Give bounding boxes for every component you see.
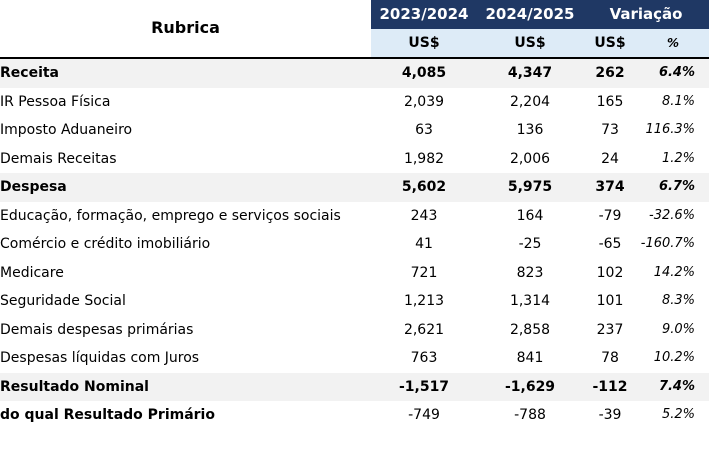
value-2024-2025: -788 — [514, 407, 546, 423]
table-row: Demais Receitas 1,982 2,006 24 1.2% — [0, 145, 709, 174]
table-row: IR Pessoa Física 2,039 2,204 165 8.1% — [0, 88, 709, 117]
value-2023-2024: 1,213 — [403, 293, 445, 309]
value-2023-2024: -749 — [408, 407, 440, 423]
unit-usd-2: US$ — [477, 28, 583, 58]
value-2024-2025: 5,975 — [477, 173, 583, 202]
row-label: Imposto Aduaneiro — [0, 122, 133, 138]
table-row: Comércio e crédito imobiliário 41 -25 -6… — [0, 230, 709, 259]
variation-usd: 101 — [596, 293, 624, 309]
row-label: Educação, formação, emprego e serviços s… — [0, 207, 341, 224]
variation-usd: -112 — [583, 372, 637, 401]
value-2024-2025: 136 — [516, 122, 544, 138]
fiscal-summary-table: Rubrica 2023/2024 2024/2025 Variação US$… — [0, 0, 709, 430]
row-label: Demais Receitas — [0, 150, 117, 167]
variation-percent: 1.2% — [661, 150, 696, 166]
variation-usd: -65 — [598, 236, 622, 252]
value-2024-2025: 1,314 — [509, 293, 551, 309]
value-2023-2024: 763 — [410, 350, 438, 366]
row-label: Resultado Nominal — [0, 372, 371, 401]
row-label: do qual Resultado Primário — [0, 407, 215, 423]
variation-percent: 6.7% — [637, 173, 709, 202]
variation-usd: 102 — [596, 264, 624, 281]
value-2024-2025: -25 — [518, 236, 542, 252]
variation-usd: 237 — [596, 321, 624, 338]
year-2023-2024-header: 2023/2024 — [371, 0, 477, 29]
variation-usd: 165 — [596, 93, 624, 110]
unit-row: US$ US$ US$ % — [0, 28, 709, 58]
table-row: Educação, formação, emprego e serviços s… — [0, 202, 709, 231]
variation-usd: 262 — [583, 58, 637, 88]
value-2023-2024: -1,517 — [371, 372, 477, 401]
value-2024-2025: -1,629 — [477, 372, 583, 401]
table-row: Demais despesas primárias 2,621 2,858 23… — [0, 316, 709, 345]
table-row: Despesa 5,602 5,975 374 6.7% — [0, 173, 709, 202]
value-2023-2024: 243 — [410, 207, 438, 224]
rubrica-header: Rubrica — [151, 18, 220, 38]
variation-percent: 7.4% — [637, 372, 709, 401]
value-2024-2025: 4,347 — [477, 58, 583, 88]
variation-percent: 8.1% — [661, 93, 696, 109]
table-row: Resultado Nominal -1,517 -1,629 -112 7.4… — [0, 372, 709, 401]
row-label: IR Pessoa Física — [0, 93, 111, 110]
year-2024-2025-header: 2024/2025 — [477, 0, 583, 29]
variation-usd: 78 — [601, 350, 619, 366]
header-row: Rubrica 2023/2024 2024/2025 Variação — [0, 0, 709, 37]
variation-percent: -32.6% — [649, 207, 696, 223]
row-label: Despesa — [0, 173, 371, 202]
variation-percent: 6.4% — [637, 58, 709, 88]
value-2023-2024: 4,085 — [371, 58, 477, 88]
table-row: Seguridade Social 1,213 1,314 101 8.3% — [0, 287, 709, 316]
variation-percent: 14.2% — [653, 264, 696, 280]
table-row: Receita 4,085 4,347 262 6.4% — [0, 58, 709, 88]
value-2023-2024: 721 — [410, 264, 438, 281]
variation-percent: -160.7% — [640, 236, 696, 251]
value-2023-2024: 63 — [415, 122, 433, 138]
unit-usd-3: US$ — [583, 28, 637, 58]
row-label: Medicare — [0, 264, 64, 281]
variation-percent: 9.0% — [661, 321, 696, 337]
variation-percent: 8.3% — [661, 293, 696, 308]
row-label: Despesas líquidas com Juros — [0, 350, 200, 366]
row-label: Receita — [0, 58, 371, 88]
variacao-header: Variação — [583, 0, 709, 29]
variation-usd: -79 — [598, 207, 622, 224]
table-row: do qual Resultado Primário -749 -788 -39… — [0, 401, 709, 430]
table-row: Despesas líquidas com Juros 763 841 78 1… — [0, 344, 709, 373]
value-2024-2025: 823 — [516, 264, 544, 281]
table-row: Imposto Aduaneiro 63 136 73 116.3% — [0, 116, 709, 145]
value-2024-2025: 2,006 — [509, 150, 551, 167]
value-2024-2025: 841 — [516, 350, 544, 366]
row-label: Seguridade Social — [0, 293, 126, 309]
variation-usd: 374 — [583, 173, 637, 202]
value-2023-2024: 41 — [415, 236, 433, 252]
unit-usd-1: US$ — [371, 28, 477, 58]
value-2023-2024: 2,039 — [403, 93, 445, 110]
value-2023-2024: 2,621 — [403, 321, 445, 338]
value-2024-2025: 2,204 — [509, 93, 551, 110]
variation-usd: -39 — [598, 407, 622, 423]
value-2024-2025: 2,858 — [509, 321, 551, 338]
row-label: Comércio e crédito imobiliário — [0, 236, 211, 252]
variation-usd: 73 — [601, 122, 619, 138]
unit-percent: % — [637, 28, 709, 58]
variation-usd: 24 — [601, 150, 619, 167]
value-2023-2024: 1,982 — [403, 150, 445, 167]
row-label: Demais despesas primárias — [0, 321, 194, 338]
table-row: Medicare 721 823 102 14.2% — [0, 259, 709, 288]
value-2023-2024: 5,602 — [371, 173, 477, 202]
variation-percent: 5.2% — [661, 407, 696, 422]
variation-percent: 10.2% — [653, 350, 696, 365]
variation-percent: 116.3% — [645, 122, 696, 137]
value-2024-2025: 164 — [516, 207, 544, 224]
